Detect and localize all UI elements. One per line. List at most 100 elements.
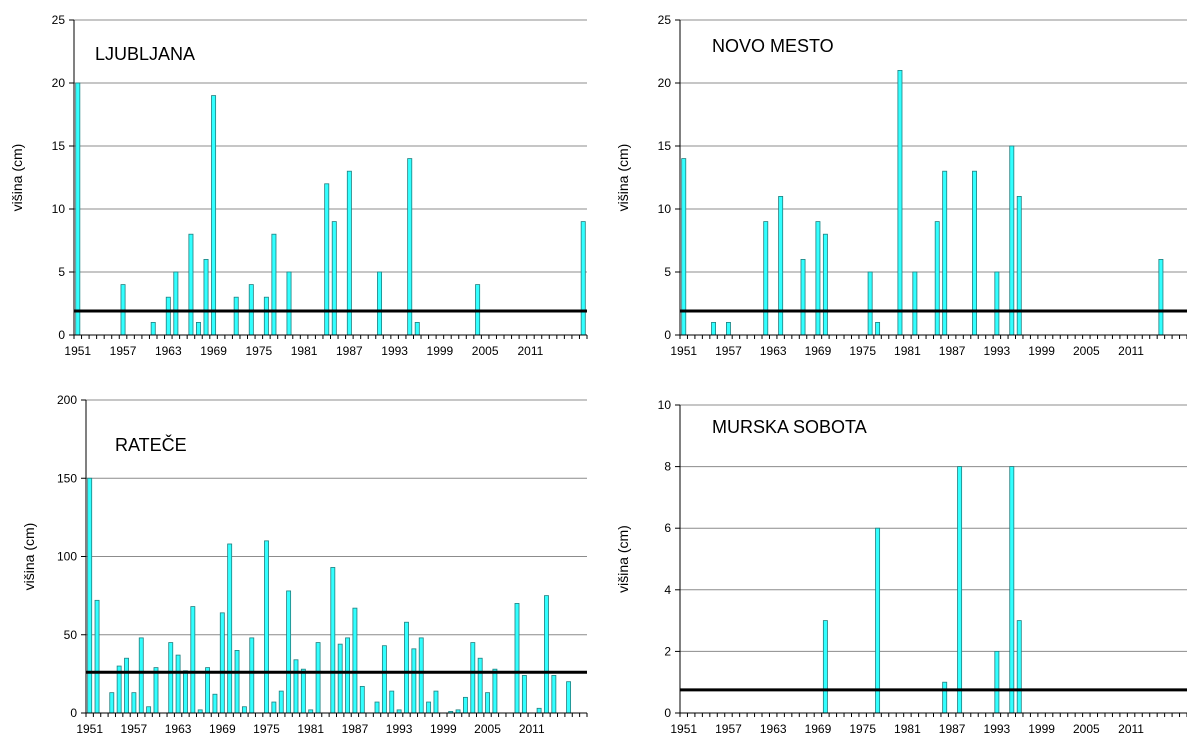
- bar: [352, 607, 358, 714]
- bar: [263, 296, 269, 336]
- y-tick-label: 50: [64, 628, 78, 642]
- bar: [94, 599, 100, 714]
- x-tick-label: 2011: [1118, 722, 1144, 736]
- y-tick-label: 10: [52, 202, 66, 216]
- y-tick-label: 0: [664, 706, 671, 720]
- bar: [233, 296, 239, 336]
- x-tick-label: 1987: [939, 722, 966, 736]
- x-tick-label: 1993: [984, 722, 1011, 736]
- bar: [131, 692, 137, 714]
- bar: [203, 258, 209, 336]
- y-tick-label: 5: [58, 265, 65, 279]
- x-tick-label: 1987: [939, 344, 966, 358]
- x-tick-label: 1969: [805, 722, 832, 736]
- bar: [726, 321, 731, 336]
- x-tick-label: 2005: [472, 344, 499, 358]
- bar: [271, 233, 277, 336]
- y-tick-label: 25: [658, 13, 672, 27]
- bar: [188, 233, 194, 336]
- bar: [778, 195, 784, 336]
- bar: [711, 321, 717, 336]
- x-tick-label: 1975: [849, 344, 876, 358]
- bar: [800, 258, 806, 336]
- y-tick-label: 0: [664, 328, 671, 342]
- x-tick-label: 1957: [110, 344, 137, 358]
- x-tick-label: 1951: [670, 344, 697, 358]
- bar: [875, 321, 881, 336]
- x-tick-label: 1975: [245, 344, 272, 358]
- x-tick-label: 1951: [64, 344, 91, 358]
- bar: [345, 637, 350, 714]
- x-tick-label: 1957: [715, 722, 742, 736]
- x-tick-label: 2005: [1073, 344, 1100, 358]
- bar: [264, 540, 269, 714]
- y-tick-label: 200: [57, 393, 77, 407]
- bar: [514, 603, 520, 714]
- bar: [580, 221, 586, 336]
- bar: [477, 657, 483, 714]
- bar: [271, 701, 277, 714]
- bar: [374, 701, 380, 714]
- x-tick-label: 1981: [297, 722, 324, 736]
- y-tick-label: 100: [57, 550, 77, 564]
- bar: [165, 296, 171, 336]
- x-tick-label: 1981: [894, 722, 921, 736]
- bar: [418, 637, 424, 714]
- x-tick-label: 1963: [165, 722, 192, 736]
- x-tick-label: 1957: [715, 344, 742, 358]
- bar: [389, 690, 395, 714]
- y-tick-label: 6: [664, 521, 671, 535]
- bar: [957, 466, 963, 714]
- bar: [241, 706, 247, 714]
- bar: [1016, 195, 1022, 336]
- x-tick-label: 1963: [760, 344, 787, 358]
- x-tick-label: 2011: [519, 722, 545, 736]
- bar: [404, 621, 409, 714]
- bar: [330, 567, 336, 714]
- y-axis-label: višina (cm): [21, 523, 37, 591]
- bar: [234, 650, 240, 714]
- bar: [278, 690, 284, 714]
- bar: [897, 70, 903, 336]
- bar: [994, 651, 1000, 714]
- x-tick-label: 1951: [670, 722, 697, 736]
- x-tick-label: 1969: [805, 344, 832, 358]
- bar: [681, 158, 687, 336]
- bar: [124, 657, 129, 714]
- bar: [867, 271, 873, 336]
- x-tick-label: 1999: [430, 722, 457, 736]
- x-tick-label: 1987: [336, 344, 363, 358]
- bar: [219, 612, 225, 714]
- bar: [470, 642, 476, 714]
- bar: [551, 675, 557, 714]
- y-tick-label: 4: [664, 583, 671, 597]
- y-axis-label: višina (cm): [615, 525, 631, 593]
- bar: [211, 95, 217, 336]
- chart-title: RATEČE: [115, 434, 187, 455]
- y-tick-label: 20: [52, 76, 66, 90]
- x-tick-label: 1993: [386, 722, 413, 736]
- bar: [205, 667, 210, 714]
- bar: [196, 321, 201, 336]
- bar: [331, 221, 337, 336]
- bar: [315, 642, 321, 714]
- bar: [286, 590, 292, 714]
- x-tick-label: 1969: [209, 722, 236, 736]
- y-axis-label: višina (cm): [9, 144, 25, 212]
- x-tick-label: 1999: [1028, 722, 1055, 736]
- bar: [293, 659, 299, 714]
- bar: [407, 158, 413, 336]
- bar: [286, 271, 292, 336]
- chart-title: LJUBLJANA: [95, 44, 195, 64]
- x-tick-label: 2011: [1118, 344, 1144, 358]
- y-tick-label: 20: [658, 76, 672, 90]
- bar: [1016, 620, 1022, 714]
- y-tick-label: 15: [52, 139, 66, 153]
- x-tick-label: 1981: [894, 344, 921, 358]
- bar: [153, 667, 159, 714]
- x-tick-label: 2011: [518, 344, 544, 358]
- bar: [381, 645, 387, 714]
- bar: [227, 543, 233, 714]
- bar: [87, 477, 93, 714]
